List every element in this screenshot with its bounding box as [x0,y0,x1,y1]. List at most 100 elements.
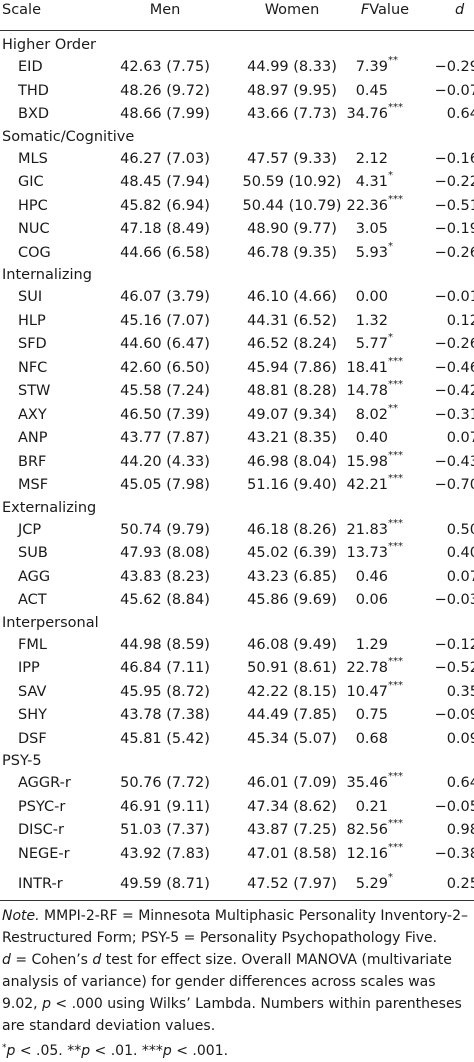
women-cell: 45.94 (7.86) [247,359,337,376]
women-cell: 43.23 (6.85) [247,568,337,585]
scale-cell: JCP [18,521,42,538]
men-cell: 47.18 (8.49) [120,221,210,237]
men-cell: 44.98 (8.59) [120,636,210,653]
d-cell: −0.29 [434,59,474,75]
f-cell: 0.00 [355,289,388,305]
scale-cell: SFD [18,336,47,352]
men-cell: 46.50 (7.39) [120,406,210,423]
men-cell: 50.74 (9.79) [120,521,210,538]
men-cell: 50.76 (7.72) [120,775,210,791]
scale-cell: NFC [18,359,48,376]
d-cell: −0.38 [434,845,474,862]
group-label: Somatic/Cognitive [2,128,135,145]
note-text: p [162,1043,172,1059]
men-cell: 43.77 (7.87) [120,430,210,446]
women-cell: 50.91 (8.61) [247,660,337,676]
header-rule [0,30,474,31]
men-cell: 42.60 (6.50) [120,359,210,376]
men-cell: 45.58 (7.24) [120,383,210,399]
women-cell: 50.59 (10.92) [242,174,342,190]
scale-cell: ACT [18,592,47,608]
d-cell: −0.70 [434,477,474,493]
d-cell: −0.51 [434,197,474,214]
scale-cell: NUC [18,221,50,237]
notes: Note. MMPI-2-RF = Minnesota Multiphasic … [2,905,472,1062]
note-text: MMPI-2-RF = Minnesota Multiphasic Person… [2,908,469,946]
women-cell: 45.34 (5.07) [247,730,337,747]
f-cell: 4.31 [355,174,388,190]
d-cell: 0.07 [446,430,474,446]
header-f-text: Value [369,2,410,18]
men-cell: 45.62 (8.84) [120,592,210,608]
scale-cell: PSYC-r [18,798,66,815]
men-cell: 47.93 (8.08) [120,545,210,561]
f-cell: 12.16 [346,845,388,862]
women-cell: 46.01 (7.09) [247,775,337,791]
men-cell: 46.84 (7.11) [120,660,210,676]
scale-cell: MSF [18,477,49,493]
scale-cell: EID [18,59,43,75]
women-cell: 47.57 (9.33) [247,150,337,167]
scale-cell: HPC [18,197,48,214]
f-cell: 18.41 [346,359,388,376]
significance: *** [388,771,403,782]
men-cell: 46.27 (7.03) [120,150,210,167]
scale-cell: MLS [18,150,48,167]
women-cell: 49.07 (9.34) [247,406,337,423]
women-cell: 48.97 (9.95) [247,82,337,99]
f-cell: 15.98 [346,453,388,470]
f-cell: 0.40 [355,430,388,446]
men-cell: 51.03 (7.37) [120,822,210,838]
men-cell: 46.07 (3.79) [120,289,210,305]
women-cell: 47.52 (7.97) [247,876,337,892]
scale-cell: GIC [18,174,44,190]
note-text: d [92,952,102,968]
scale-cell: SUB [18,545,48,561]
scale-cell: DSF [18,730,47,747]
f-cell: 21.83 [346,521,388,538]
f-cell: 0.68 [355,730,388,747]
women-cell: 44.31 (6.52) [247,312,337,329]
significance: *** [388,841,403,853]
f-cell: 1.32 [355,312,388,329]
note-text: < .000 using Wilks’ Lambda. Numbers with… [2,996,462,1034]
significance: *** [388,355,403,367]
significance: ** [388,55,398,66]
significance: *** [388,473,403,484]
d-cell: −0.01 [434,289,474,305]
significance: ** [388,402,398,414]
significance: *** [388,379,403,390]
d-cell: −0.12 [434,636,474,653]
group-label: Higher Order [2,37,97,53]
women-cell: 51.16 (9.40) [247,477,337,493]
significance: *** [388,193,403,205]
f-cell: 82.56 [346,822,388,838]
women-cell: 44.49 (7.85) [247,707,337,723]
significance: *** [388,679,403,691]
note-text: < .001. [176,1043,229,1059]
scale-cell: THD [18,82,49,99]
women-cell: 48.81 (8.28) [247,383,337,399]
significance: * [388,170,393,181]
men-cell: 42.63 (7.75) [120,59,210,75]
f-cell: 34.76 [346,106,388,122]
note-text: p [81,1043,91,1059]
women-cell: 46.08 (9.49) [247,636,337,653]
d-cell: −0.46 [434,359,474,376]
f-cell: 8.02 [355,406,388,423]
men-cell: 46.91 (9.11) [120,798,210,815]
significance: *** [388,449,403,461]
women-cell: 44.99 (8.33) [247,59,337,75]
scale-cell: DISC-r [18,822,64,838]
header-scale: Scale [2,2,42,18]
women-cell: 48.90 (9.77) [247,221,337,237]
f-cell: 5.93 [355,244,388,261]
d-cell: −0.19 [434,221,474,237]
men-cell: 43.83 (8.23) [120,568,210,585]
significance: * [388,240,393,252]
note-text: p [6,1043,16,1059]
d-cell: 0.98 [446,822,474,838]
note-text: test for effect size. Overall MANOVA (mu… [2,952,452,1012]
women-cell: 43.21 (8.35) [247,430,337,446]
significance: *** [388,102,403,113]
